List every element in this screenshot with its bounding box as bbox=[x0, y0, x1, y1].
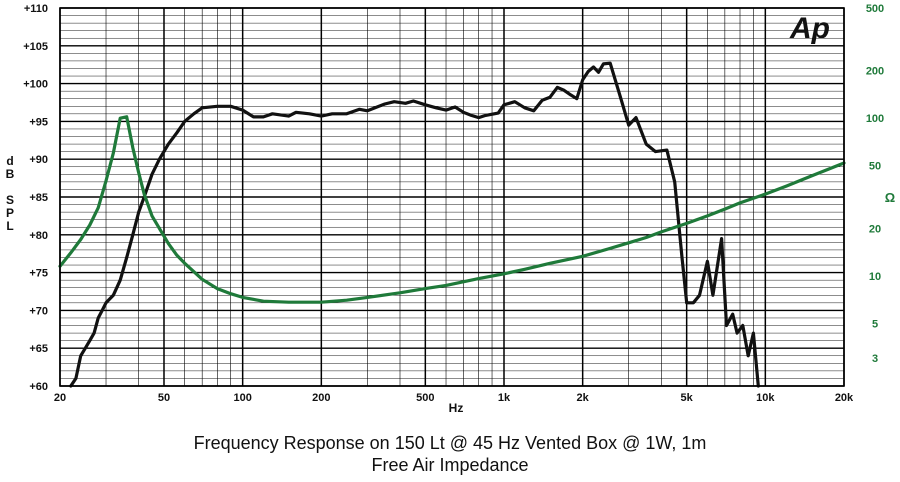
y-tick-label: +65 bbox=[29, 343, 48, 355]
y-tick-label: +70 bbox=[29, 305, 48, 317]
x-tick-label: 20 bbox=[54, 392, 66, 404]
x-tick-label: 500 bbox=[416, 392, 434, 404]
spl-curve bbox=[69, 61, 760, 388]
y-tick-label: +85 bbox=[29, 192, 48, 204]
y-tick-label: +75 bbox=[29, 268, 48, 280]
y2-tick-label: 100 bbox=[866, 113, 884, 125]
y2-tick-label: 500 bbox=[866, 3, 884, 15]
y2-tick-label: 3 bbox=[872, 353, 878, 365]
x-tick-label: 1k bbox=[498, 392, 511, 404]
x-tick-label: 10k bbox=[756, 392, 775, 404]
y-axis-label-char: L bbox=[6, 219, 13, 233]
impedance-curve bbox=[58, 115, 846, 304]
y-axis-label-char: P bbox=[6, 206, 14, 220]
frequency-response-chart: 20 50 100 200 500 1k 2k 5k 10k 20k +60 +65 +70 +75 +80… bbox=[6, 3, 896, 415]
y-axis-label-char: d bbox=[6, 154, 13, 168]
y2-axis-label-ohm: Ω bbox=[885, 190, 895, 205]
x-tick-label: 2k bbox=[577, 392, 590, 404]
y-tick-label: +100 bbox=[23, 79, 48, 91]
y2-tick-label: 10 bbox=[869, 271, 881, 283]
y-tick-label: +80 bbox=[29, 230, 48, 242]
y2-tick-label: 5 bbox=[872, 318, 878, 330]
ap-logo: Ap bbox=[789, 12, 830, 45]
y-tick-label: +110 bbox=[24, 3, 48, 15]
x-tick-label: 100 bbox=[233, 392, 251, 404]
y-tick-label: +105 bbox=[23, 41, 48, 53]
grid bbox=[59, 7, 845, 387]
y2-tick-label: 20 bbox=[869, 223, 881, 235]
plot-frame bbox=[59, 7, 845, 387]
y-tick-label: +60 bbox=[29, 381, 48, 393]
chart-caption-line1: Frequency Response on 150 Lt @ 45 Hz Ven… bbox=[193, 433, 707, 453]
x-tick-label: 200 bbox=[312, 392, 330, 404]
tick-labels: 20 50 100 200 500 1k 2k 5k 10k 20k +60 +65 +70 +75 +80… bbox=[23, 3, 884, 404]
x-tick-label: 50 bbox=[158, 392, 170, 404]
y2-tick-label: 50 bbox=[869, 161, 881, 173]
y-tick-label: +95 bbox=[29, 116, 48, 128]
y-axis-label-char: S bbox=[6, 193, 14, 207]
x-tick-label: 20k bbox=[835, 392, 854, 404]
y-axis-label-char: B bbox=[6, 167, 15, 181]
x-tick-label: 5k bbox=[681, 392, 694, 404]
y-tick-label: +90 bbox=[29, 154, 48, 166]
y2-tick-label: 200 bbox=[866, 66, 884, 78]
x-axis-label: Hz bbox=[449, 401, 464, 415]
series bbox=[58, 61, 846, 388]
chart-caption-line2: Free Air Impedance bbox=[371, 455, 529, 475]
